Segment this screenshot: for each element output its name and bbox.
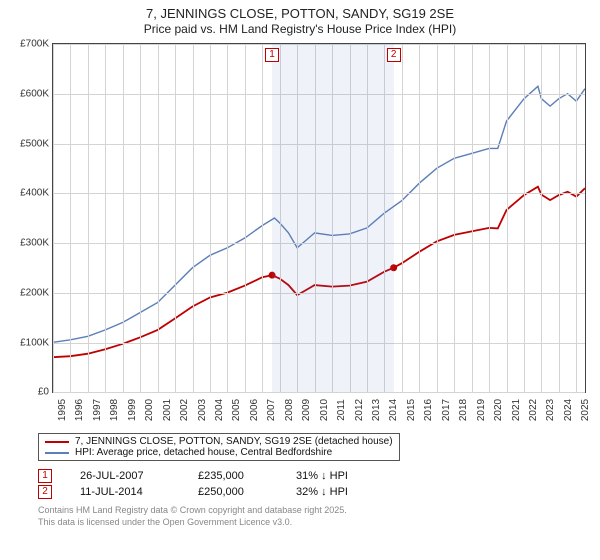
x-gridline xyxy=(559,44,560,392)
x-gridline xyxy=(227,44,228,392)
y-tick-label: £100K xyxy=(20,337,53,348)
x-gridline xyxy=(437,44,438,392)
x-tick-label: 2012 xyxy=(350,399,365,421)
x-tick-label: 1998 xyxy=(105,399,120,421)
legend: 7, JENNINGS CLOSE, POTTON, SANDY, SG19 2… xyxy=(38,433,400,461)
x-gridline xyxy=(507,44,508,392)
y-tick-label: £400K xyxy=(20,188,53,199)
x-tick-label: 2005 xyxy=(227,399,242,421)
legend-label: HPI: Average price, detached house, Cent… xyxy=(75,447,332,458)
x-gridline xyxy=(419,44,420,392)
x-tick-label: 2025 xyxy=(576,399,591,421)
sale-delta: 31% ↓ HPI xyxy=(296,470,348,482)
sale-price: £235,000 xyxy=(198,470,268,482)
x-tick-label: 2016 xyxy=(419,399,434,421)
sale-row-marker: 1 xyxy=(38,469,52,483)
y-tick-label: £200K xyxy=(20,287,53,298)
x-gridline xyxy=(175,44,176,392)
title-subtitle: Price paid vs. HM Land Registry's House … xyxy=(8,22,592,37)
x-gridline xyxy=(402,44,403,392)
legend-item: HPI: Average price, detached house, Cent… xyxy=(45,447,393,458)
title-address: 7, JENNINGS CLOSE, POTTON, SANDY, SG19 2… xyxy=(8,6,592,22)
legend-item: 7, JENNINGS CLOSE, POTTON, SANDY, SG19 2… xyxy=(45,436,393,447)
x-tick-label: 2008 xyxy=(280,399,295,421)
y-tick-label: £500K xyxy=(20,138,53,149)
x-gridline xyxy=(454,44,455,392)
plot-area: £0£100K£200K£300K£400K£500K£600K£700K199… xyxy=(52,43,586,393)
x-tick-label: 1995 xyxy=(53,399,68,421)
x-gridline xyxy=(576,44,577,392)
x-gridline xyxy=(489,44,490,392)
x-gridline xyxy=(210,44,211,392)
legend-label: 7, JENNINGS CLOSE, POTTON, SANDY, SG19 2… xyxy=(75,436,393,447)
x-gridline xyxy=(472,44,473,392)
price-chart-container: 7, JENNINGS CLOSE, POTTON, SANDY, SG19 2… xyxy=(0,0,600,560)
sale-date: 11-JUL-2014 xyxy=(80,486,170,498)
x-tick-label: 2017 xyxy=(437,399,452,421)
x-tick-label: 2023 xyxy=(541,399,556,421)
x-tick-label: 2003 xyxy=(193,399,208,421)
x-tick-label: 2022 xyxy=(524,399,539,421)
x-gridline xyxy=(123,44,124,392)
legend-swatch xyxy=(45,441,69,443)
sale-row: 1 26-JUL-2007 £235,000 31% ↓ HPI xyxy=(38,469,592,483)
x-tick-label: 2024 xyxy=(559,399,574,421)
y-tick-label: £300K xyxy=(20,238,53,249)
sale-date: 26-JUL-2007 xyxy=(80,470,170,482)
x-gridline xyxy=(70,44,71,392)
attribution: Contains HM Land Registry data © Crown c… xyxy=(38,505,592,528)
x-tick-label: 2013 xyxy=(367,399,382,421)
y-tick-label: £700K xyxy=(20,39,53,50)
x-tick-label: 2020 xyxy=(489,399,504,421)
x-gridline xyxy=(158,44,159,392)
x-tick-label: 1999 xyxy=(123,399,138,421)
attribution-line-2: This data is licensed under the Open Gov… xyxy=(38,517,592,529)
x-tick-label: 2009 xyxy=(297,399,312,421)
x-tick-label: 2010 xyxy=(315,399,330,421)
x-tick-label: 2004 xyxy=(210,399,225,421)
chart-title: 7, JENNINGS CLOSE, POTTON, SANDY, SG19 2… xyxy=(8,6,592,37)
x-tick-label: 2006 xyxy=(245,399,260,421)
x-tick-label: 2000 xyxy=(140,399,155,421)
x-gridline xyxy=(524,44,525,392)
x-tick-label: 2018 xyxy=(454,399,469,421)
legend-swatch xyxy=(45,452,69,454)
x-gridline xyxy=(193,44,194,392)
sale-delta: 32% ↓ HPI xyxy=(296,486,348,498)
x-tick-label: 2019 xyxy=(472,399,487,421)
x-tick-label: 2002 xyxy=(175,399,190,421)
x-gridline xyxy=(88,44,89,392)
x-tick-label: 2011 xyxy=(332,399,347,421)
event-marker: 2 xyxy=(387,48,401,62)
x-tick-label: 2015 xyxy=(402,399,417,421)
y-tick-label: £0 xyxy=(38,387,53,398)
x-gridline xyxy=(245,44,246,392)
x-gridline xyxy=(541,44,542,392)
x-gridline xyxy=(140,44,141,392)
x-gridline xyxy=(53,44,54,392)
sale-period-shade xyxy=(272,44,394,392)
attribution-line-1: Contains HM Land Registry data © Crown c… xyxy=(38,505,592,517)
x-gridline xyxy=(105,44,106,392)
event-marker: 1 xyxy=(265,48,279,62)
x-tick-label: 2007 xyxy=(262,399,277,421)
x-tick-label: 1996 xyxy=(70,399,85,421)
sale-row: 2 11-JUL-2014 £250,000 32% ↓ HPI xyxy=(38,485,592,499)
x-tick-label: 2021 xyxy=(507,399,522,421)
y-tick-label: £600K xyxy=(20,88,53,99)
x-tick-label: 1997 xyxy=(88,399,103,421)
sales-table: 1 26-JUL-2007 £235,000 31% ↓ HPI 2 11-JUL-201… xyxy=(38,469,592,499)
x-tick-label: 2014 xyxy=(384,399,399,421)
y-gridline xyxy=(53,392,585,393)
sale-price: £250,000 xyxy=(198,486,268,498)
sale-row-marker: 2 xyxy=(38,485,52,499)
x-gridline xyxy=(262,44,263,392)
x-tick-label: 2001 xyxy=(158,399,173,421)
